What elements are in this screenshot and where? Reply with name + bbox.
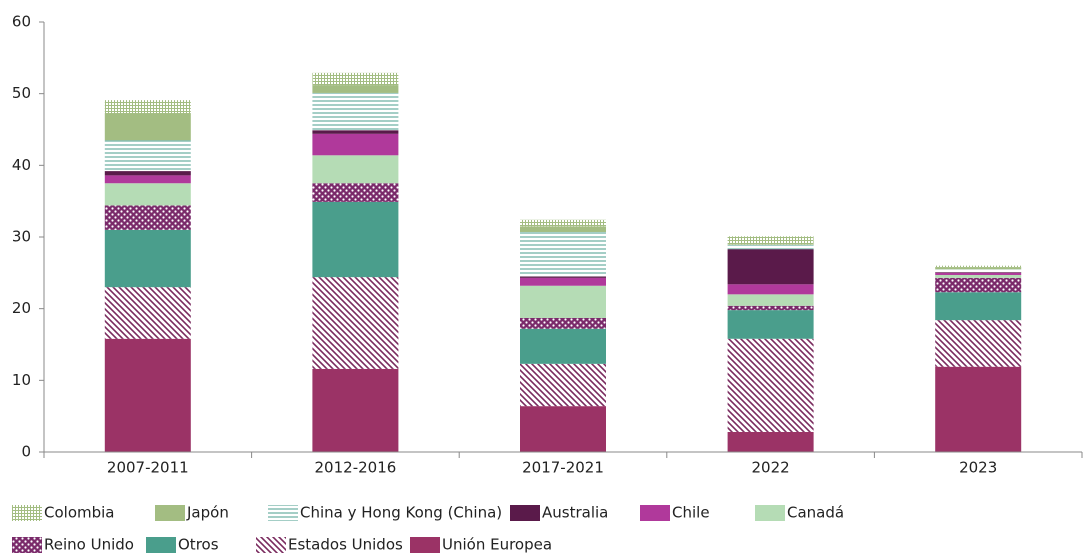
legend-label: Reino Unido bbox=[44, 536, 134, 554]
x-tick-label: 2023 bbox=[959, 459, 997, 477]
bar-segment bbox=[935, 269, 1022, 273]
bar-segment bbox=[312, 183, 399, 202]
bar-segment bbox=[935, 277, 1022, 293]
bar-segment bbox=[104, 338, 191, 452]
legend-swatch bbox=[510, 505, 540, 521]
bar-segment bbox=[935, 267, 1022, 270]
x-tick-label: 2007-2011 bbox=[107, 459, 189, 477]
bar-segment bbox=[935, 272, 1022, 273]
bar-segment bbox=[312, 368, 399, 452]
bar-segment bbox=[520, 277, 606, 286]
legend-label: China y Hong Kong (China) bbox=[300, 504, 502, 522]
y-tick-label: 40 bbox=[12, 156, 31, 174]
bar-segment bbox=[312, 130, 399, 134]
legend-swatch bbox=[268, 505, 298, 521]
bar-segment bbox=[727, 294, 814, 306]
y-tick-label: 50 bbox=[12, 84, 31, 102]
bar-segment bbox=[104, 140, 191, 172]
legend-swatch bbox=[12, 505, 42, 521]
bar-segment bbox=[520, 317, 606, 329]
bar-segment bbox=[104, 113, 191, 141]
y-tick-label: 30 bbox=[12, 228, 31, 246]
bar-segment bbox=[935, 320, 1022, 367]
bar-segment bbox=[312, 92, 399, 131]
bar-segment bbox=[104, 171, 191, 176]
y-tick-label: 60 bbox=[12, 13, 31, 31]
bar-segment bbox=[727, 244, 814, 250]
bar-segment bbox=[520, 219, 606, 227]
bar-segment bbox=[104, 175, 191, 184]
bar-segment bbox=[727, 431, 814, 452]
x-tick-label: 2017-2021 bbox=[522, 459, 604, 477]
bar-segment bbox=[520, 226, 606, 232]
bar-segment bbox=[520, 363, 606, 407]
bar-segment bbox=[935, 272, 1022, 275]
bar-segment bbox=[520, 231, 606, 277]
legend-swatch bbox=[146, 537, 176, 553]
bar-segment bbox=[520, 328, 606, 364]
y-tick-label: 10 bbox=[12, 371, 31, 389]
bar-segment bbox=[312, 277, 399, 369]
bar-segment bbox=[104, 229, 191, 288]
legend-label: Chile bbox=[672, 504, 710, 522]
bar-segment bbox=[727, 305, 814, 311]
bar-segment bbox=[935, 366, 1022, 452]
legend-label: Unión Europea bbox=[442, 536, 552, 554]
legend-swatch bbox=[12, 537, 42, 553]
legend-swatch bbox=[755, 505, 785, 521]
legend-swatch bbox=[256, 537, 286, 553]
bar-segment bbox=[520, 276, 606, 278]
y-tick-label: 0 bbox=[21, 443, 31, 461]
legend-label: Estados Unidos bbox=[288, 536, 403, 554]
bar-segment bbox=[312, 133, 399, 156]
legend-swatch bbox=[155, 505, 185, 521]
x-tick-label: 2022 bbox=[752, 459, 790, 477]
bar-segment bbox=[727, 284, 814, 295]
bar-segment bbox=[312, 72, 399, 86]
bar-segment bbox=[312, 155, 399, 184]
bar-segment bbox=[312, 201, 399, 278]
bar-segment bbox=[727, 244, 814, 245]
bar-segment bbox=[104, 183, 191, 206]
y-tick-label: 20 bbox=[12, 299, 31, 317]
bar-segment bbox=[727, 249, 814, 285]
bar-segment bbox=[935, 265, 1022, 268]
bar-segment bbox=[104, 287, 191, 339]
x-tick-label: 2012-2016 bbox=[315, 459, 397, 477]
bar-segment bbox=[727, 338, 814, 432]
bar-segment bbox=[727, 236, 814, 245]
bar-segment bbox=[727, 310, 814, 339]
legend-swatch bbox=[410, 537, 440, 553]
legend-label: Otros bbox=[178, 536, 219, 554]
legend-label: Australia bbox=[542, 504, 608, 522]
bar-segment bbox=[312, 85, 399, 93]
bar-segment bbox=[104, 100, 191, 114]
bar-segment bbox=[935, 274, 1022, 278]
bar-segment bbox=[520, 285, 606, 318]
legend-label: Japón bbox=[186, 504, 229, 522]
legend-label: Canadá bbox=[787, 504, 844, 522]
bar-segment bbox=[520, 406, 606, 452]
legend-swatch bbox=[640, 505, 670, 521]
bar-segment bbox=[935, 292, 1022, 321]
bar-segment bbox=[104, 205, 191, 230]
legend-label: Colombia bbox=[44, 504, 115, 522]
